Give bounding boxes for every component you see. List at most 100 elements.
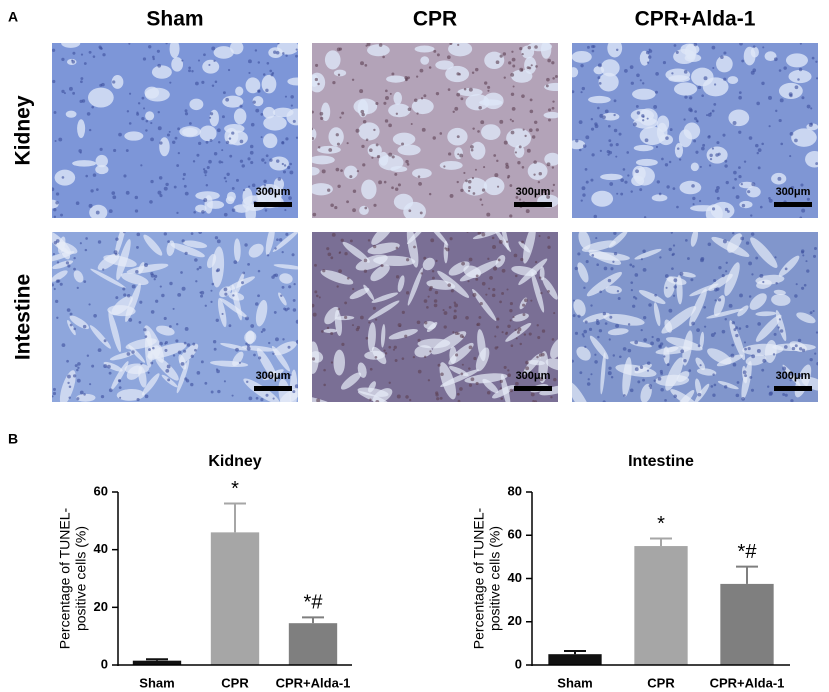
nucleus — [639, 365, 644, 369]
nucleus — [751, 354, 756, 359]
nucleus — [501, 331, 504, 334]
nucleus — [458, 72, 461, 76]
nucleus — [547, 245, 551, 249]
nucleus — [154, 274, 158, 279]
nucleus — [430, 238, 435, 243]
nucleus — [665, 286, 668, 289]
nucleus — [672, 187, 676, 191]
nucleus — [118, 132, 122, 137]
nucleus — [541, 329, 546, 333]
nucleus — [443, 165, 446, 168]
nucleus — [152, 55, 155, 59]
nucleus — [815, 331, 818, 334]
nucleus — [186, 343, 191, 347]
nucleus — [401, 142, 405, 146]
nucleus — [161, 293, 165, 298]
nucleus — [801, 250, 805, 254]
nucleus — [578, 148, 582, 152]
nucleus — [510, 92, 515, 97]
nucleus — [129, 92, 132, 95]
nucleus — [405, 291, 410, 295]
nucleus — [768, 125, 771, 128]
nucleus — [733, 170, 737, 175]
nucleus — [176, 323, 179, 326]
nucleus — [512, 64, 516, 68]
nucleus — [724, 207, 729, 212]
crypt — [542, 277, 558, 300]
nucleus — [91, 105, 95, 109]
nucleus — [551, 106, 555, 110]
tubule — [805, 150, 818, 168]
tubule — [54, 169, 76, 186]
column-header: CPR — [413, 8, 457, 31]
nucleus — [184, 327, 189, 331]
nucleus — [388, 123, 392, 128]
tubule — [543, 111, 558, 119]
nucleus — [443, 325, 447, 329]
nucleus — [72, 374, 77, 378]
nucleus — [747, 347, 751, 351]
nucleus — [586, 382, 591, 386]
crypt — [755, 314, 782, 342]
tubule — [483, 177, 505, 196]
tubule — [95, 164, 109, 175]
nucleus — [349, 239, 353, 243]
nucleus — [509, 302, 513, 306]
nucleus — [368, 321, 371, 324]
crypt — [727, 233, 743, 253]
crypt — [437, 270, 470, 298]
nucleus — [599, 113, 604, 118]
nucleus — [359, 89, 364, 94]
nucleus — [640, 258, 643, 261]
nucleus — [351, 78, 355, 82]
nucleus — [211, 84, 215, 88]
nucleus — [551, 61, 555, 65]
nucleus — [198, 265, 202, 269]
nucleus — [521, 240, 524, 244]
tubule — [716, 55, 733, 73]
nucleus — [590, 118, 594, 121]
nucleus — [233, 260, 238, 265]
nucleus — [577, 314, 581, 318]
crypt — [717, 380, 739, 390]
crypt — [603, 313, 645, 326]
nucleus — [416, 112, 419, 115]
nucleus — [685, 238, 688, 242]
nucleus — [216, 128, 221, 133]
nucleus — [800, 183, 804, 187]
nucleus — [700, 256, 705, 261]
nucleus — [626, 151, 630, 154]
nucleus — [257, 294, 260, 298]
nucleus — [535, 65, 538, 68]
nucleus — [360, 61, 364, 66]
nucleus — [244, 243, 248, 247]
crypt — [370, 264, 390, 282]
nucleus — [53, 215, 57, 218]
tubule — [378, 154, 404, 171]
tubule — [230, 43, 244, 55]
tubule — [481, 124, 501, 141]
nucleus — [547, 236, 551, 239]
nucleus — [339, 116, 342, 119]
nucleus — [494, 335, 497, 338]
scale-bar — [774, 386, 812, 391]
nucleus — [61, 57, 65, 61]
nucleus — [525, 360, 529, 365]
tubule — [261, 74, 277, 94]
nucleus — [751, 273, 754, 276]
nucleus — [66, 308, 71, 312]
nucleus — [327, 252, 332, 257]
nucleus — [417, 369, 422, 374]
nucleus — [323, 368, 326, 372]
nucleus — [647, 361, 651, 366]
nucleus — [487, 85, 491, 89]
nucleus — [698, 199, 702, 203]
nucleus — [290, 104, 293, 107]
nucleus — [107, 364, 111, 369]
nucleus — [738, 130, 742, 134]
nucleus — [215, 269, 219, 273]
nucleus — [281, 162, 284, 166]
nucleus — [546, 162, 551, 167]
micrograph — [312, 43, 558, 218]
nucleus — [477, 232, 482, 235]
